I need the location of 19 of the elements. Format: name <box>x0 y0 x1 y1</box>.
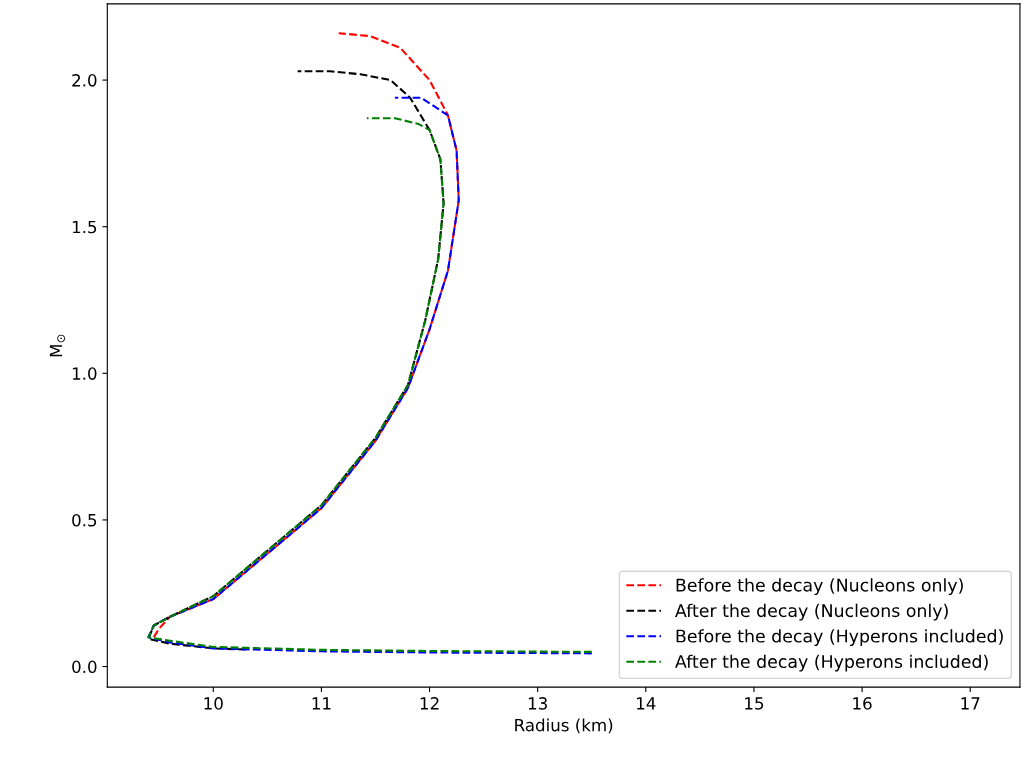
x-tick-label: 12 <box>420 697 439 710</box>
y-tick-label: 0.0 <box>72 660 97 674</box>
x-tick-label: 11 <box>312 697 331 710</box>
x-tick-label: 16 <box>853 697 872 710</box>
legend-label: After the decay (Nucleons only) <box>675 603 948 621</box>
y-axis-title: M$_{⊙}$ <box>49 334 65 357</box>
legend-label: After the decay (Hyperons included) <box>675 654 988 672</box>
x-tick-label: 15 <box>745 697 764 710</box>
y-tick-label: 2.0 <box>72 74 97 87</box>
x-axis-title: Radius (km) <box>515 718 613 734</box>
x-tick-label: 13 <box>528 697 547 710</box>
y-tick-label: 0.5 <box>72 513 97 527</box>
legend-label: Before the decay (Hyperons included) <box>676 629 1003 646</box>
y-tick-label: 1.0 <box>72 367 97 380</box>
x-tick-label: 14 <box>637 697 656 710</box>
x-tick-label: 10 <box>204 697 223 710</box>
y-tick-label: 1.5 <box>72 220 97 234</box>
legend-label: Before the decay (Nucleons only) <box>676 578 963 596</box>
x-tick-label: 17 <box>961 697 980 710</box>
